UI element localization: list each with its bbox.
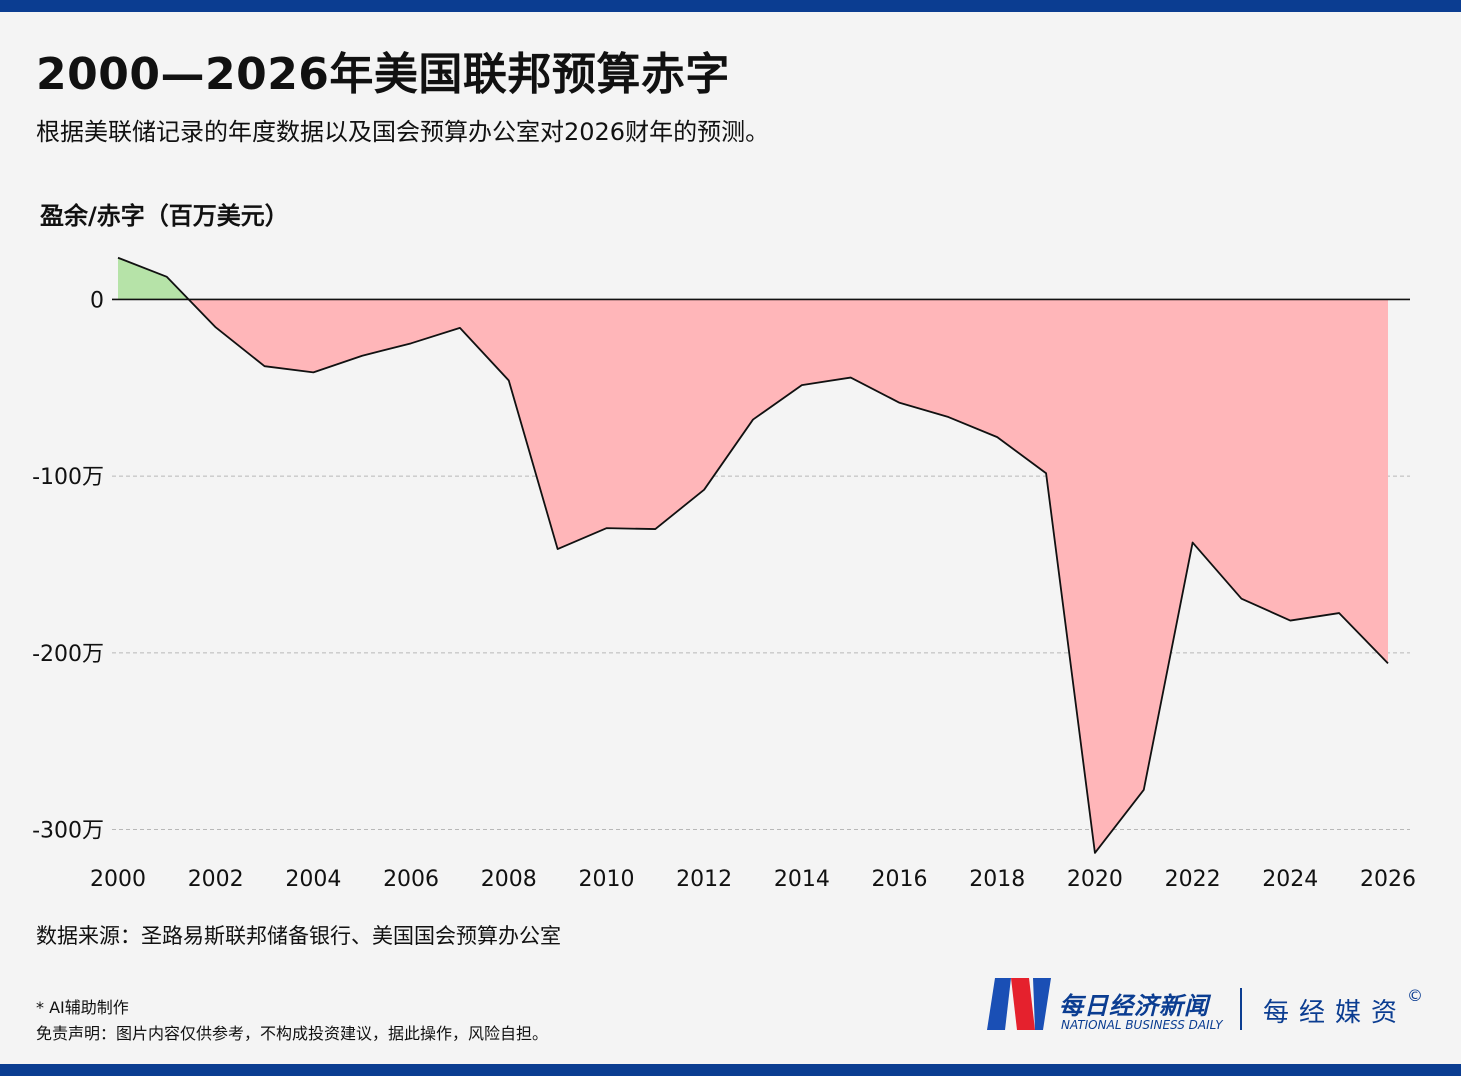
x-tick-label: 2016: [872, 867, 928, 892]
copyright-mark: ©: [1407, 986, 1423, 1005]
top-brand-bar: [0, 0, 1461, 12]
area-fills: [112, 257, 1410, 853]
bottom-brand-bar: [0, 1064, 1461, 1076]
x-tick-label: 2012: [676, 867, 732, 892]
surplus-area: [118, 257, 189, 300]
x-tick-label: 2024: [1262, 867, 1318, 892]
deficit-area: [188, 299, 1388, 853]
x-tick-label: 2004: [285, 867, 341, 892]
x-tick-label: 2014: [774, 867, 830, 892]
x-tick-label: 2018: [969, 867, 1025, 892]
deficit-line: [117, 256, 1389, 854]
x-tick-label: 2002: [188, 867, 244, 892]
y-tick-label: -300万: [32, 818, 104, 843]
logo-chinese-name: 每日经济新闻: [1059, 992, 1209, 1020]
disclaimer: 免责声明：图片内容仅供参考，不构成投资建议，据此操作，风险自担。: [36, 1024, 549, 1043]
x-tick-label: 2008: [481, 867, 537, 892]
x-tick-label: 2006: [383, 867, 439, 892]
chart-title: 2000—2026年美国联邦预算赤字: [36, 49, 730, 100]
x-tick-label: 2000: [90, 867, 146, 892]
y-axis-label: 盈余/赤字（百万美元）: [40, 202, 289, 230]
nbd-n-logo-icon: [987, 978, 1051, 1030]
logo-divider: [1240, 988, 1242, 1030]
ai-note: * AI辅助制作: [36, 998, 129, 1017]
data-source: 数据来源：圣路易斯联邦储备银行、美国国会预算办公室: [36, 924, 561, 948]
logo-english-name: NATIONAL BUSINESS DAILY: [1061, 1018, 1223, 1032]
chart-subtitle: 根据美联储记录的年度数据以及国会预算办公室对2026财年的预测。: [36, 118, 770, 146]
y-tick-labels: 0 -100万 -200万 -300万: [32, 288, 104, 843]
x-tick-label: 2010: [578, 867, 634, 892]
x-tick-label: 2026: [1360, 867, 1416, 892]
y-tick-label: -100万: [32, 465, 104, 490]
y-tick-label: -200万: [32, 642, 104, 667]
series-line: [117, 256, 1389, 854]
x-tick-label: 2022: [1165, 867, 1221, 892]
y-tick-label: 0: [90, 288, 104, 313]
brand-logo: 每日经济新闻 NATIONAL BUSINESS DAILY 每经媒资 ©: [985, 972, 1425, 1036]
partner-name: 每经媒资: [1263, 998, 1408, 1028]
x-tick-labels: 2000 2002 2004 2006 2008 2010 2012 2014 2016 2018…: [90, 867, 1416, 892]
x-tick-label: 2020: [1067, 867, 1123, 892]
